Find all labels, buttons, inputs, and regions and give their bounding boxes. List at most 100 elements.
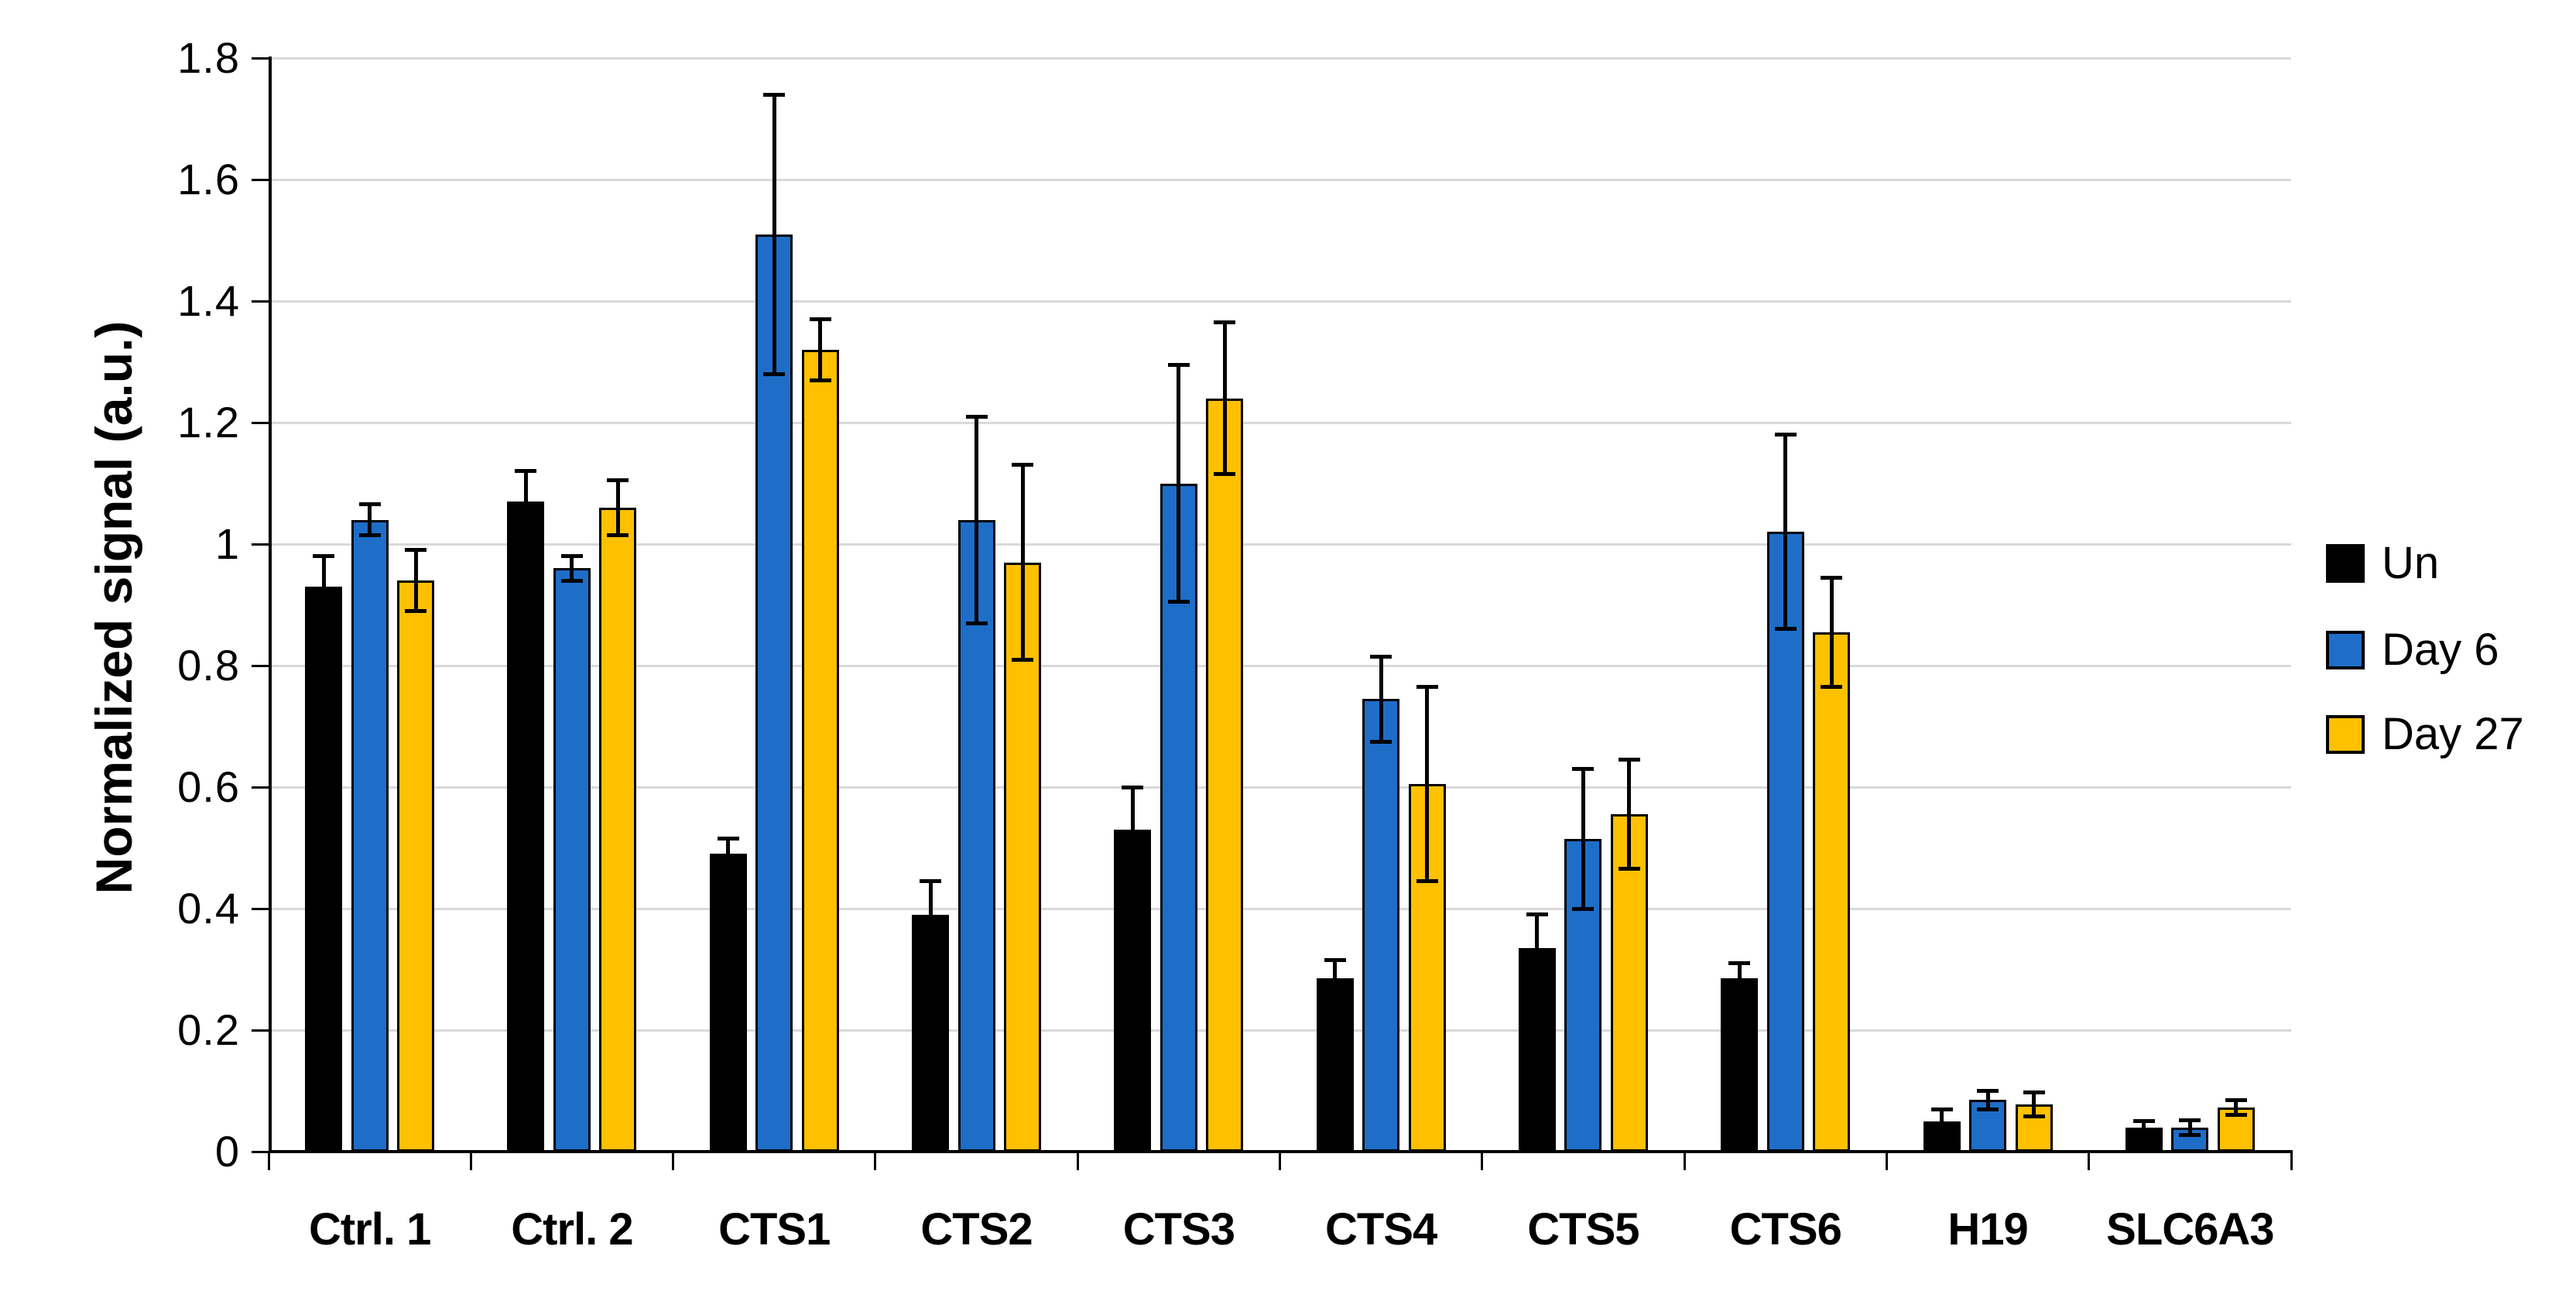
- error-bar-stem: [1130, 787, 1135, 872]
- x-category-label: CTS1: [718, 1204, 831, 1255]
- error-bar-stem: [1829, 577, 1834, 687]
- error-bar-cap-bottom: [607, 532, 629, 537]
- error-bar-cap-bottom: [358, 532, 381, 537]
- error-bar-stem: [2032, 1092, 2036, 1117]
- error-bar-cap-bottom: [1977, 1107, 1999, 1111]
- error-bar-cap-bottom: [515, 529, 537, 534]
- error-bar-stem: [975, 416, 979, 624]
- error-bar-cap-bottom: [1370, 739, 1392, 744]
- error-bar-cap-top: [1324, 958, 1346, 963]
- bar-un: [1114, 829, 1152, 1152]
- gridline: [269, 56, 2291, 60]
- x-axis-tick: [1683, 1152, 1686, 1170]
- x-axis-tick: [2290, 1152, 2293, 1170]
- error-bar-cap-top: [1977, 1089, 1999, 1093]
- y-axis-tick-label: 0.4: [177, 884, 240, 933]
- error-bar-cap-bottom: [2023, 1114, 2045, 1118]
- error-bar-cap-bottom: [405, 608, 427, 613]
- x-axis-tick: [672, 1152, 675, 1170]
- legend-label: Day 6: [2382, 625, 2499, 675]
- gridline: [269, 178, 2291, 181]
- error-bar-stem: [726, 838, 731, 869]
- error-bar-cap-bottom: [1214, 472, 1236, 477]
- error-bar-cap-bottom: [2132, 1131, 2155, 1135]
- legend-swatch-un: [2326, 544, 2365, 583]
- x-axis-tick: [267, 1152, 270, 1170]
- error-bar-cap-bottom: [965, 621, 988, 625]
- y-axis-tick: [252, 421, 269, 424]
- y-axis-tick-label: 1.8: [177, 33, 240, 82]
- error-bar-cap-bottom: [1728, 991, 1751, 996]
- x-category-label: CTS2: [920, 1204, 1033, 1255]
- y-axis-tick-label: 1: [214, 519, 240, 568]
- gridline: [269, 907, 2291, 910]
- error-bar-cap-top: [1930, 1107, 1953, 1111]
- bar-un: [912, 914, 950, 1152]
- y-axis-tick-label: 1.6: [177, 155, 240, 204]
- error-bar-cap-top: [763, 92, 786, 97]
- x-axis-tick: [1481, 1152, 1484, 1170]
- bar-day-6: [351, 519, 389, 1152]
- bar-day-6: [1362, 699, 1400, 1152]
- error-bar-cap-bottom: [1012, 657, 1034, 662]
- y-axis-title: Normalized signal (a.u.): [85, 320, 142, 895]
- bar-un: [305, 586, 343, 1152]
- error-bar-stem: [1379, 656, 1383, 742]
- x-category-label: H19: [1947, 1204, 2028, 1255]
- error-bar-stem: [413, 550, 418, 611]
- error-bar-cap-bottom: [763, 371, 786, 376]
- error-bar-stem: [1985, 1090, 1990, 1110]
- x-category-label: Ctrl. 1: [308, 1204, 431, 1255]
- error-bar-cap-top: [405, 548, 427, 553]
- x-axis-tick: [1076, 1152, 1079, 1170]
- error-bar-stem: [1535, 914, 1540, 982]
- y-axis-tick: [252, 907, 269, 910]
- error-bar-stem: [1333, 960, 1338, 997]
- y-axis-tick: [252, 178, 269, 181]
- gridline: [269, 664, 2291, 667]
- bar-un: [1316, 978, 1354, 1152]
- error-bar-cap-top: [809, 317, 831, 322]
- error-bar-stem: [928, 881, 933, 949]
- bar-day-27: [599, 507, 637, 1152]
- x-category-label: SLC6A3: [2106, 1204, 2274, 1255]
- gridline: [269, 300, 2291, 303]
- y-axis-tick: [252, 56, 269, 60]
- bar-un: [1721, 978, 1759, 1152]
- error-bar-cap-bottom: [313, 615, 335, 619]
- error-bar-cap-top: [920, 879, 942, 884]
- error-bar-stem: [1222, 322, 1227, 474]
- error-bar-cap-bottom: [2225, 1112, 2247, 1117]
- error-bar-cap-top: [1416, 684, 1438, 689]
- error-bar-cap-bottom: [809, 378, 831, 382]
- bar-day-6: [957, 519, 995, 1152]
- error-bar-cap-top: [313, 554, 335, 559]
- x-category-label: CTS4: [1325, 1204, 1437, 1255]
- x-axis-tick: [469, 1152, 472, 1170]
- legend-label: Un: [2382, 538, 2440, 588]
- bar-day-6: [755, 234, 793, 1152]
- y-axis-tick-label: 0.8: [177, 641, 240, 690]
- bar-un: [507, 502, 545, 1152]
- gridline: [269, 1029, 2291, 1032]
- error-bar-cap-top: [1370, 654, 1392, 659]
- error-bar-stem: [615, 480, 620, 536]
- error-bar-cap-top: [607, 478, 629, 483]
- error-bar-cap-bottom: [1930, 1131, 1953, 1135]
- error-bar-stem: [1627, 759, 1632, 869]
- gridline: [269, 421, 2291, 424]
- bar-un: [709, 854, 747, 1152]
- y-axis-tick: [252, 1150, 269, 1153]
- error-bar-stem: [368, 504, 372, 536]
- error-bar-cap-top: [358, 502, 381, 507]
- x-axis-tick: [2088, 1152, 2091, 1170]
- error-bar-cap-top: [515, 469, 537, 474]
- error-bar-stem: [2142, 1121, 2146, 1134]
- error-bar-cap-bottom: [560, 578, 583, 583]
- error-bar-stem: [1425, 686, 1430, 882]
- y-axis-tick-label: 0: [214, 1127, 240, 1176]
- error-bar-cap-top: [1122, 785, 1144, 789]
- y-axis-tick: [252, 543, 269, 546]
- error-bar-cap-top: [1167, 362, 1190, 367]
